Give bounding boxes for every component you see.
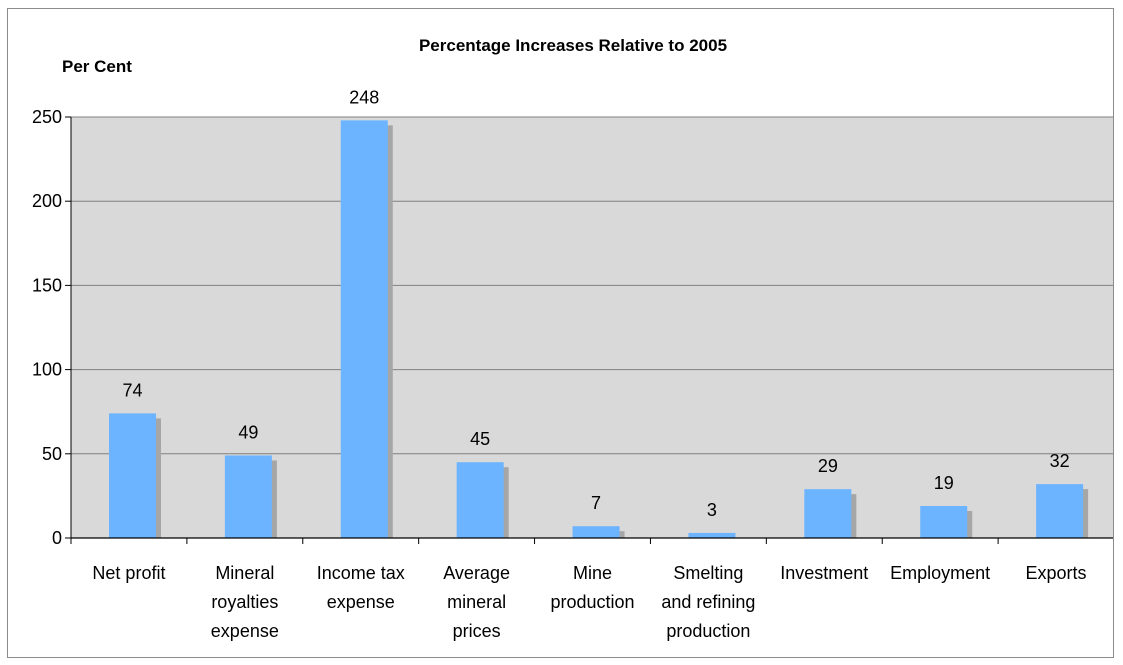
x-category-label: expense [211,621,279,641]
y-axis-label: Per Cent [62,57,132,76]
data-label: 74 [122,380,142,400]
y-tick-label: 150 [32,275,62,295]
x-category-label: Exports [1026,563,1087,583]
bar [688,532,736,538]
data-label: 19 [934,473,954,493]
bar [340,120,388,539]
x-category-label: Income tax [317,563,405,583]
x-category-label: production [666,621,750,641]
grid-lines [71,200,1113,455]
y-tick-label: 250 [32,107,62,127]
bar [920,506,968,538]
x-category-label: royalties [211,592,278,612]
y-tick-label: 0 [52,528,62,548]
x-category-label: Mineral [215,563,274,583]
data-label: 3 [707,500,717,520]
x-category-label: Employment [890,563,990,583]
x-category-label: Average [443,563,510,583]
x-category-label: prices [453,621,501,641]
y-tick-label: 50 [42,444,62,464]
axes: 0 50 100 150 200 250 Net profit Mineral royaltie… [32,107,1113,641]
bar [224,455,272,538]
data-label: 49 [238,422,258,442]
bars: 74 49 248 45 7 3 29 19 32 [109,87,1089,539]
bar [109,413,156,538]
bar-chart: 74 49 248 45 7 3 29 19 32 0 50 100 150 200 250 Net pro… [32,36,1113,641]
data-label: 45 [470,429,490,449]
x-category-label: Investment [780,563,868,583]
x-category-label: Net profit [92,563,165,583]
data-label: 29 [818,456,838,476]
bar [804,489,852,538]
x-category-label: mineral [447,592,506,612]
x-category-label: Smelting [673,563,743,583]
chart-title: Percentage Increases Relative to 2005 [419,36,727,55]
data-label: 7 [591,493,601,513]
x-category-label: expense [327,592,395,612]
bar [456,462,504,538]
data-label: 248 [349,87,379,107]
y-tick-label: 100 [32,360,62,380]
bar [1036,484,1084,538]
x-category-label: production [550,592,634,612]
x-category-label: Mine [573,563,612,583]
data-label: 32 [1050,451,1070,471]
bar [572,526,620,538]
x-category-label: and refining [661,592,755,612]
chart-frame: 74 49 248 45 7 3 29 19 32 0 50 100 150 200 250 Net pro… [7,8,1114,658]
y-tick-label: 200 [32,191,62,211]
